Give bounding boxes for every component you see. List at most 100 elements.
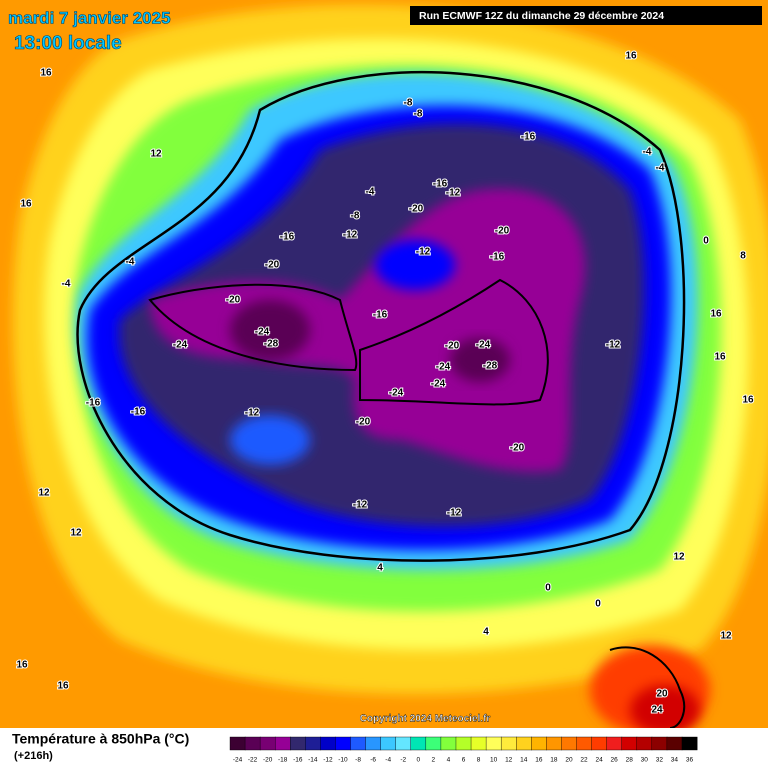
contour-label: 0 xyxy=(595,599,601,610)
colorbar-label: 6 xyxy=(462,757,466,764)
contour-label: 8 xyxy=(740,251,746,262)
colorbar-cell xyxy=(425,736,442,751)
contour-label: -16 xyxy=(433,179,448,190)
colorbar-cell xyxy=(305,736,321,751)
footer-title: Température à 850hPa (°C) xyxy=(12,731,189,747)
colorbar-label: 14 xyxy=(520,757,528,764)
contour-label: -8 xyxy=(351,211,360,222)
colorbar-cell xyxy=(546,736,562,751)
contour-label: -20 xyxy=(510,443,525,454)
contour-label: -8 xyxy=(404,98,413,109)
colorbar-label: 28 xyxy=(626,757,634,764)
contour-label: -20 xyxy=(445,341,460,352)
contour-label: -12 xyxy=(606,340,621,351)
colorbar-label: -18 xyxy=(278,757,288,764)
contour-labels: 16121616-8-8-16-4-4-16-12-4-20-8-12-16-2… xyxy=(15,50,755,717)
colorbar-cell xyxy=(410,736,427,751)
copyright: Copyright 2024 Meteociel.fr xyxy=(360,714,491,725)
colorbar-label: 34 xyxy=(671,757,679,764)
contour-label: -20 xyxy=(495,226,510,237)
colorbar-cell xyxy=(636,736,653,751)
contour-label: -16 xyxy=(490,252,505,263)
contour-label: -24 xyxy=(255,327,270,338)
colorbar-cell xyxy=(651,736,668,751)
contour-label: -16 xyxy=(131,407,146,418)
contour-label: 12 xyxy=(150,149,162,160)
contour-label: -16 xyxy=(86,398,101,409)
colorbar-cell xyxy=(455,736,472,751)
colorbar-label: -16 xyxy=(293,757,303,764)
contour-label: -4 xyxy=(126,257,135,268)
colorbar-cell xyxy=(335,736,352,751)
colorbar-cell xyxy=(395,736,412,751)
colorbar-label: -12 xyxy=(323,757,333,764)
colorbar-cell xyxy=(470,736,487,751)
colorbar-label: 20 xyxy=(565,757,573,764)
colorbar-label: 4 xyxy=(447,757,451,764)
contour-label: 20 xyxy=(656,689,668,700)
contour-label: -24 xyxy=(173,340,188,351)
time: 13:00 locale xyxy=(14,33,122,54)
lead-time: (+216h) xyxy=(14,750,53,762)
contour-label: -12 xyxy=(353,500,368,511)
contour-label: -4 xyxy=(366,187,375,198)
colorbar-label: -20 xyxy=(263,757,273,764)
colorbar-cell xyxy=(274,736,291,751)
colorbar-label: 12 xyxy=(505,757,513,764)
colorbar-cell xyxy=(500,736,517,751)
colorbar-cell xyxy=(621,736,638,751)
contour-label: 0 xyxy=(545,583,551,594)
contour-label: 4 xyxy=(377,563,383,574)
contour-label: -16 xyxy=(280,232,295,243)
colorbar-cell xyxy=(244,736,261,751)
contour-label: -28 xyxy=(264,339,279,350)
colorbar-cell xyxy=(380,736,397,751)
colorbar-label: 10 xyxy=(490,757,498,764)
contour-label: 12 xyxy=(70,528,82,539)
colorbar-label: 2 xyxy=(432,757,436,764)
contour-label: 24 xyxy=(651,705,663,716)
colorbar-cell xyxy=(606,736,623,751)
contour-label: -12 xyxy=(416,247,431,258)
colorbar-cell xyxy=(681,736,698,751)
contour-label: -12 xyxy=(245,408,260,419)
date: mardi 7 janvier 2025 xyxy=(8,8,171,27)
contour-label: -4 xyxy=(643,147,652,158)
contour-label: 16 xyxy=(40,68,52,79)
contour-label: -4 xyxy=(62,279,71,290)
contour-label: -12 xyxy=(446,188,461,199)
contour-label: 16 xyxy=(710,309,722,320)
colorbar-label: 32 xyxy=(656,757,664,764)
colorbar-label: -24 xyxy=(233,757,243,764)
colorbar-cell xyxy=(531,736,547,751)
colorbar-cell xyxy=(229,736,246,751)
colorbar-label: -22 xyxy=(248,757,258,764)
contour-label: 16 xyxy=(57,681,69,692)
contour-label: -12 xyxy=(343,230,358,241)
colorbar-cell xyxy=(561,736,577,751)
contour-label: -20 xyxy=(409,204,424,215)
colorbar-cell xyxy=(440,736,457,751)
temperature-field xyxy=(0,0,768,735)
colorbar-cell xyxy=(259,736,276,751)
contour-label: -16 xyxy=(521,132,536,143)
contour-label: 12 xyxy=(673,552,685,563)
colorbar-label: -2 xyxy=(400,757,406,764)
colorbar-label: -6 xyxy=(370,757,376,764)
colorbar-label: -10 xyxy=(338,757,348,764)
contour-label: 4 xyxy=(483,627,489,638)
contour-label: -20 xyxy=(226,295,241,306)
contour-label: 12 xyxy=(720,631,732,642)
contour-label: 16 xyxy=(625,51,637,62)
colorbar-label: 0 xyxy=(416,757,420,764)
colorbar-label: 24 xyxy=(595,757,603,764)
colorbar-label: -8 xyxy=(355,757,361,764)
colorbar-label: 30 xyxy=(641,757,649,764)
contour-label: -20 xyxy=(356,417,371,428)
contour-label: -8 xyxy=(414,109,423,120)
contour-label: -4 xyxy=(656,163,665,174)
colorbar-label: 16 xyxy=(535,757,543,764)
contour-label: 0 xyxy=(703,236,709,247)
contour-label: -28 xyxy=(483,361,498,372)
